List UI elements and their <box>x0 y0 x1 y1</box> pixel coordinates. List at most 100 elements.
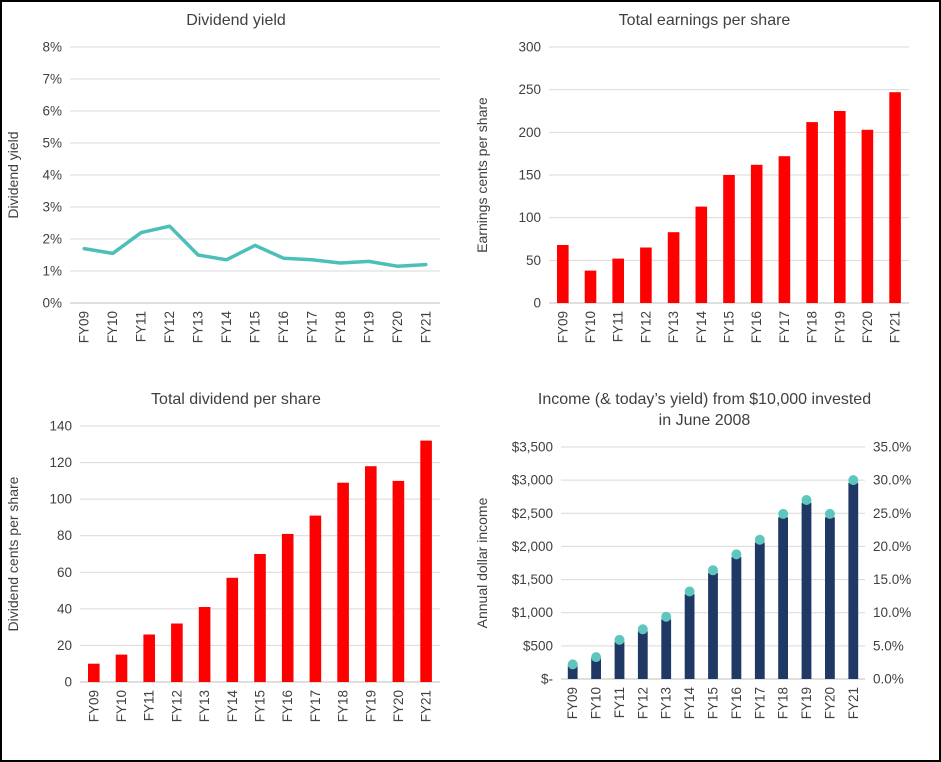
x-tick-label: FY14 <box>693 311 708 344</box>
y-tick-label: 5% <box>42 136 62 151</box>
x-tick-label: FY21 <box>418 311 433 343</box>
x-tick-label: FY09 <box>555 311 570 343</box>
dividend-per-share-chart-panel: Total dividend per share 0 20 40 60 80 100 120… <box>2 381 470 760</box>
bar <box>637 631 648 679</box>
series-line <box>82 224 428 268</box>
y-tick-label: 6% <box>42 104 62 119</box>
y-tick-label: $1,500 <box>511 572 552 587</box>
y-axis-title: Dividend cents per share <box>5 476 21 631</box>
y-tick-label: 0 <box>533 296 541 311</box>
x-tick-label: FY17 <box>776 311 791 343</box>
dividend-yield-plot: 0% 1% 2% 3% 4% 5% 6% 7% 8% FY09 FY10 FY11 FY12 FY13 FY… <box>5 40 440 343</box>
earnings-per-share-chart-panel: Total earnings per share 0 50 100 150 200 250… <box>470 2 939 381</box>
bar <box>281 533 294 682</box>
bar <box>833 111 846 303</box>
y-tick-label: 80 <box>57 528 72 543</box>
bar <box>695 206 707 303</box>
bar <box>707 572 718 679</box>
y-tick-label: $3,500 <box>511 440 552 455</box>
x-tick-label: FY19 <box>361 311 376 343</box>
bar <box>667 232 679 303</box>
bar <box>171 623 183 682</box>
y-tick-label: $2,500 <box>511 506 552 521</box>
bar <box>556 245 569 303</box>
bar <box>861 129 873 303</box>
bar <box>754 542 765 679</box>
x-tick-label: FY21 <box>419 690 434 722</box>
y-tick-label: $- <box>540 672 552 687</box>
y2-tick-label: 5.0% <box>873 638 904 653</box>
x-tick-label: FY15 <box>253 690 268 722</box>
bar <box>590 657 601 679</box>
x-tick-label: FY12 <box>638 311 653 343</box>
chart-title: Total dividend per share <box>151 391 321 408</box>
x-tick-label: FY14 <box>682 687 697 720</box>
y-axis-title: Annual dollar income <box>474 497 490 628</box>
y-tick-label: 60 <box>57 565 72 580</box>
x-tick-label: FY13 <box>191 311 206 343</box>
y-tick-label: 200 <box>518 125 541 140</box>
bar <box>888 92 901 303</box>
yield-dot <box>754 534 765 545</box>
yield-dot <box>777 508 788 519</box>
x-tick-label: FY16 <box>280 690 295 722</box>
x-tick-label: FY09 <box>77 311 92 343</box>
x-tick-label: FY20 <box>390 311 405 343</box>
y2-tick-label: 10.0% <box>873 605 911 620</box>
y-tick-label: 140 <box>49 419 72 434</box>
bar <box>420 440 432 682</box>
y-tick-label: 0 <box>64 675 72 690</box>
y2-tick-label: 30.0% <box>873 473 911 488</box>
bar <box>847 482 858 679</box>
x-tick-label: FY11 <box>142 690 157 721</box>
x-tick-label: FY15 <box>248 311 263 343</box>
x-tick-label: FY10 <box>583 311 598 343</box>
yield-dot <box>637 624 648 635</box>
bar <box>198 607 211 682</box>
x-tick-label: FY20 <box>822 687 837 719</box>
yield-dot <box>824 508 835 519</box>
bar <box>660 619 671 679</box>
x-tick-label: FY19 <box>799 687 814 719</box>
x-tick-label: FY19 <box>832 311 847 343</box>
bar <box>365 466 377 682</box>
y-tick-label: 3% <box>42 200 62 215</box>
bar <box>611 258 624 303</box>
y-tick-label: 7% <box>42 72 62 87</box>
y-tick-label: 100 <box>49 492 72 507</box>
bar <box>639 247 652 303</box>
x-tick-label: FY12 <box>169 690 184 722</box>
bar <box>778 156 790 303</box>
bar <box>614 641 624 679</box>
x-tick-label: FY13 <box>666 311 681 343</box>
y-tick-label: 0% <box>42 296 62 311</box>
bar <box>115 654 128 682</box>
y2-tick-label: 0.0% <box>873 672 904 687</box>
y-tick-label: 120 <box>49 455 72 470</box>
yield-dot <box>730 549 741 560</box>
y-tick-label: 150 <box>518 168 541 183</box>
y-tick-label: 8% <box>42 40 62 55</box>
dividend-yield-chart-panel: Dividend yield 0% 1% 2% 3% 4% 5% 6% 7% 8% FY09 FY1… <box>2 2 470 381</box>
y-tick-label: 2% <box>42 232 62 247</box>
yield-dot <box>684 586 695 597</box>
x-tick-label: FY11 <box>134 311 149 342</box>
bar <box>777 517 788 679</box>
x-tick-label: FY15 <box>721 311 736 343</box>
bar <box>254 554 266 682</box>
dividend-per-share-plot: 0 20 40 60 80 100 120 140 FY09 FY10 FY11 FY12 FY13 FY… <box>5 419 440 722</box>
x-tick-label: FY10 <box>114 690 129 722</box>
y-tick-label: 300 <box>518 40 541 55</box>
x-tick-label: FY17 <box>752 687 767 719</box>
x-tick-label: FY13 <box>197 690 212 722</box>
x-tick-label: FY15 <box>705 687 720 719</box>
chart-title: Total earnings per share <box>618 12 791 29</box>
yield-dot <box>660 611 671 622</box>
x-tick-label: FY09 <box>565 687 580 719</box>
x-tick-label: FY11 <box>611 687 626 718</box>
yield-dot <box>590 652 601 663</box>
x-tick-label: FY18 <box>775 687 790 719</box>
y2-tick-label: 25.0% <box>873 506 911 521</box>
y-tick-label: 40 <box>57 601 72 616</box>
